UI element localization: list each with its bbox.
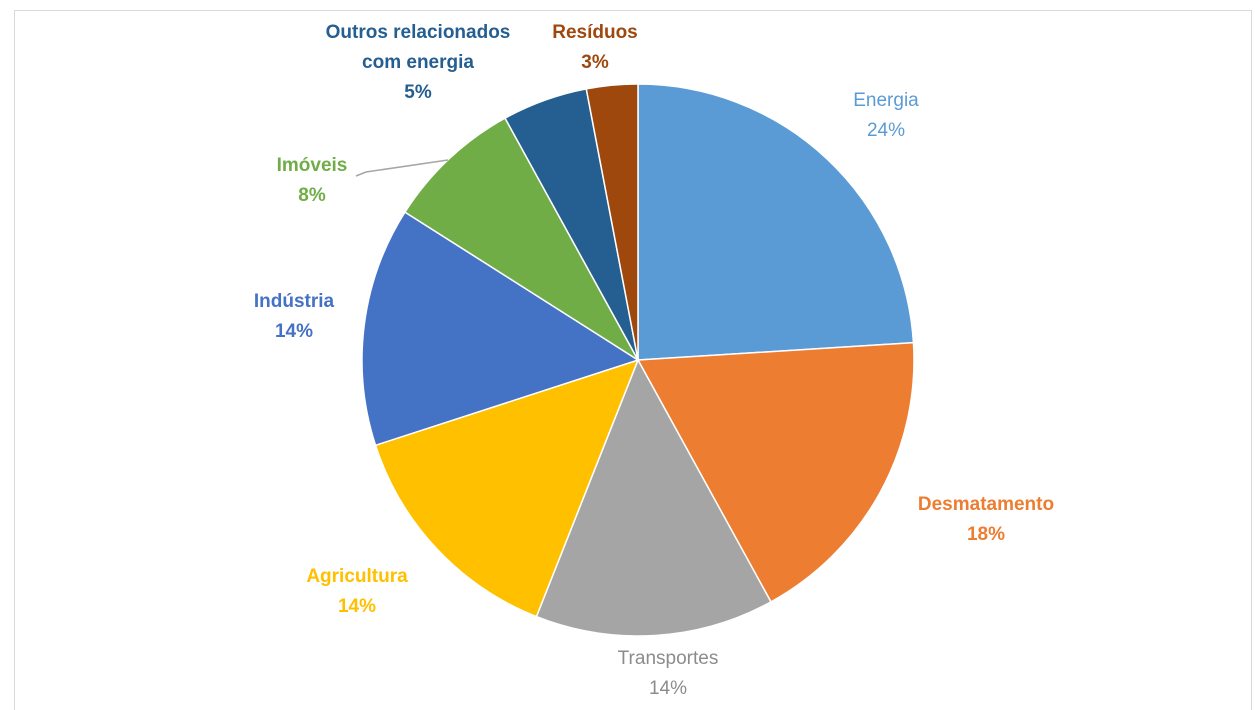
data-label-value-desmatamento: 18% [967, 524, 1005, 545]
data-label-value-outros-relacionados-com-energia: 5% [404, 82, 432, 103]
pie-slice-industria [361, 211, 640, 447]
data-label-industria: Indústria [254, 291, 335, 312]
data-label-value-energia: 24% [867, 120, 905, 141]
data-label-value-imoveis: 8% [298, 185, 326, 206]
data-label-energia: Energia [853, 90, 919, 111]
data-label-outros-relacionados-com-energia-line-1: Outros relacionados [326, 22, 511, 43]
pie-slice-energia [637, 83, 915, 361]
data-label-residuos: Resíduos [552, 22, 638, 43]
pie-slice-transportes [535, 358, 772, 637]
data-label-value-industria: 14% [275, 321, 313, 342]
data-label-value-transportes: 14% [649, 678, 687, 699]
data-label-imoveis: Imóveis [277, 155, 348, 176]
data-label-agricultura: Agricultura [306, 566, 408, 587]
pie-slice-desmatamento [636, 341, 915, 603]
pie-slice-residuos [585, 83, 639, 361]
data-label-outros-relacionados-com-energia-line-2: com energia [362, 52, 474, 73]
chart-frame [14, 10, 1252, 710]
leader-lines [355, 159, 449, 177]
pie-slices [361, 83, 915, 637]
data-label-transportes: Transportes [618, 648, 719, 669]
data-label-desmatamento: Desmatamento [918, 494, 1054, 515]
pie-slice-imoveis [403, 117, 639, 361]
data-labels: Energia 24% Desmatamento 18% Transportes 14% A… [254, 22, 1054, 699]
data-label-value-agricultura: 14% [338, 596, 376, 617]
leader-line-imoveis [355, 159, 449, 177]
data-label-value-residuos: 3% [581, 52, 609, 73]
